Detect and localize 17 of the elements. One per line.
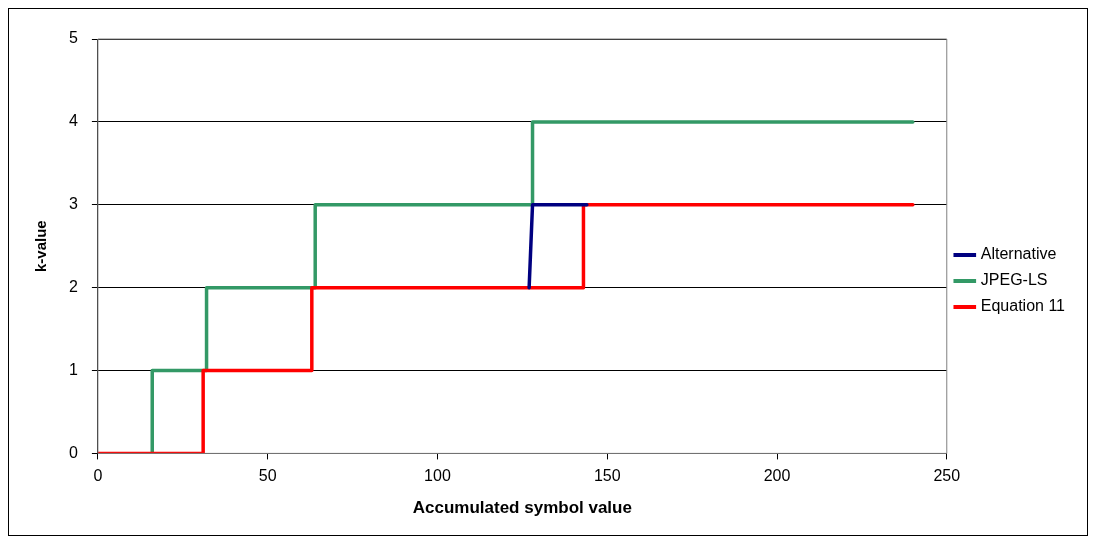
x-tick-label: 50 <box>258 467 277 485</box>
x-tick-label: 100 <box>424 467 451 485</box>
legend-label: Equation 11 <box>980 297 1066 315</box>
x-tick-label: 0 <box>93 467 103 485</box>
y-tick-label: 0 <box>68 443 78 461</box>
x-axis-title: Accumulated symbol value <box>412 498 632 518</box>
x-tick-label: 200 <box>763 467 791 485</box>
x-tick-label: 150 <box>593 467 621 485</box>
x-tick-label: 250 <box>933 467 961 485</box>
y-tick-label: 4 <box>68 112 78 130</box>
y-tick-label: 1 <box>68 360 78 378</box>
y-tick-label: 5 <box>68 29 78 47</box>
y-tick-label: 2 <box>68 278 78 296</box>
legend-label: Alternative <box>980 245 1057 263</box>
legend-label: JPEG-LS <box>980 271 1048 289</box>
y-axis-title: k-value <box>32 220 50 273</box>
y-tick-label: 3 <box>68 195 78 213</box>
